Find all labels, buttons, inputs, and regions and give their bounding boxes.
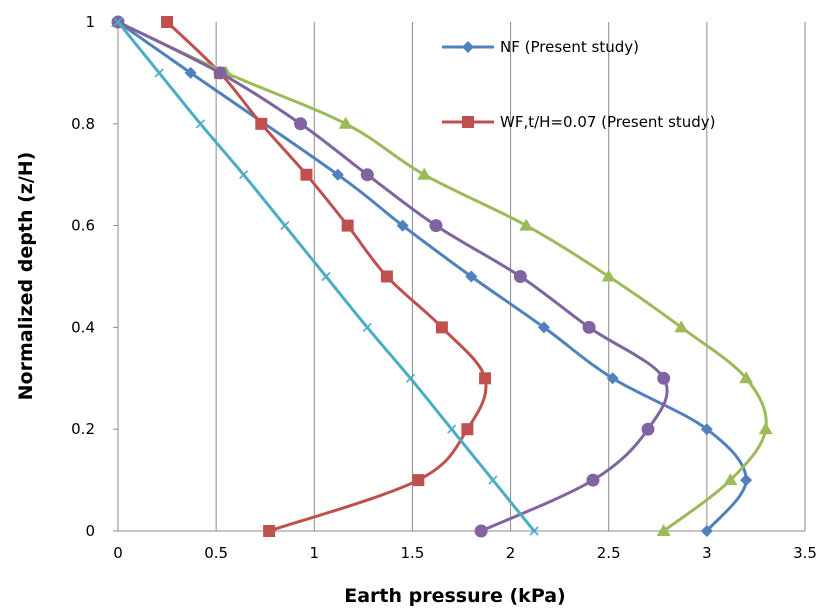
y-tick-label: 0	[85, 522, 95, 540]
x-tick-label: 2.5	[597, 544, 621, 562]
data-point	[519, 218, 534, 231]
y-tick-label: 1	[85, 13, 95, 31]
x-axis-title: Earth pressure (kPa)	[344, 585, 566, 607]
series-4	[113, 17, 539, 536]
data-point	[513, 270, 527, 283]
data-point	[396, 219, 409, 232]
legend-label: WF,t/H=0.07 (Present study)	[500, 113, 716, 131]
x-tick-label: 0.5	[204, 544, 228, 562]
data-point	[740, 474, 753, 487]
data-point	[657, 371, 671, 385]
data-point	[360, 168, 374, 182]
data-point	[280, 221, 290, 231]
y-axis-title: Normalized depth (z/H)	[15, 152, 37, 401]
legend-entry: NF (Present study)	[442, 38, 639, 56]
legend-label: NF (Present study)	[500, 38, 639, 56]
data-point	[641, 422, 655, 436]
data-point	[331, 168, 344, 181]
data-point	[758, 422, 773, 435]
data-point	[429, 219, 443, 233]
data-point	[380, 270, 393, 283]
y-tick-label: 0.2	[71, 420, 95, 438]
data-point	[435, 321, 448, 334]
y-tick-label: 0.4	[71, 318, 95, 336]
data-point	[362, 322, 372, 332]
series-line-0	[116, 20, 748, 533]
data-point	[184, 66, 197, 79]
series-layer	[111, 15, 773, 538]
x-tick-label: 3.5	[793, 544, 817, 562]
data-point	[113, 17, 123, 27]
data-point	[300, 168, 313, 181]
data-point	[255, 117, 268, 130]
data-point	[263, 525, 276, 537]
data-point	[656, 524, 671, 536]
legend: NF (Present study) WF,t/H=0.07 (Present s…	[442, 38, 716, 131]
data-point	[739, 371, 754, 384]
data-point	[700, 423, 713, 436]
data-point	[417, 167, 432, 180]
data-point	[601, 269, 616, 282]
data-point	[213, 66, 227, 80]
grid	[117, 22, 806, 531]
data-point	[488, 475, 498, 485]
data-point	[537, 321, 550, 334]
data-point	[447, 424, 457, 434]
data-point	[294, 117, 308, 131]
data-point	[723, 473, 738, 486]
x-tick-label: 3	[702, 544, 712, 562]
data-point	[465, 270, 478, 283]
data-point	[195, 119, 206, 129]
axes	[113, 21, 805, 532]
data-point	[321, 271, 331, 282]
series-1	[161, 16, 492, 537]
data-point	[606, 372, 619, 385]
x-tick-label: 0	[113, 544, 123, 562]
x-tick-label: 2	[506, 544, 516, 562]
series-0	[112, 16, 753, 537]
data-point	[239, 170, 249, 180]
x-tick-label: 1	[310, 544, 320, 562]
y-tick-label: 0.8	[71, 115, 95, 133]
x-tick-labels: 0 0.5 1 1.5 2 2.5 3 3.5	[113, 544, 817, 562]
data-point	[338, 116, 353, 129]
data-point	[586, 473, 600, 487]
data-point	[461, 423, 474, 436]
data-point	[412, 474, 425, 487]
legend-marker	[462, 41, 474, 53]
y-tick-label: 0.6	[71, 217, 95, 235]
data-point	[529, 526, 539, 536]
series-line-2	[116, 20, 768, 533]
data-point	[161, 16, 174, 28]
data-point	[700, 525, 713, 537]
data-point	[582, 320, 596, 334]
legend-marker	[462, 116, 474, 128]
data-point	[405, 373, 416, 383]
data-point	[674, 320, 689, 333]
legend-entry: WF,t/H=0.07 (Present study)	[442, 113, 716, 131]
series-2	[111, 15, 773, 536]
data-point	[479, 372, 492, 385]
data-point	[474, 524, 488, 538]
x-tick-label: 1.5	[400, 544, 424, 562]
y-tick-labels: 0 0.2 0.4 0.6 0.8 1	[71, 13, 95, 540]
data-point	[341, 219, 354, 232]
data-point	[154, 68, 164, 78]
